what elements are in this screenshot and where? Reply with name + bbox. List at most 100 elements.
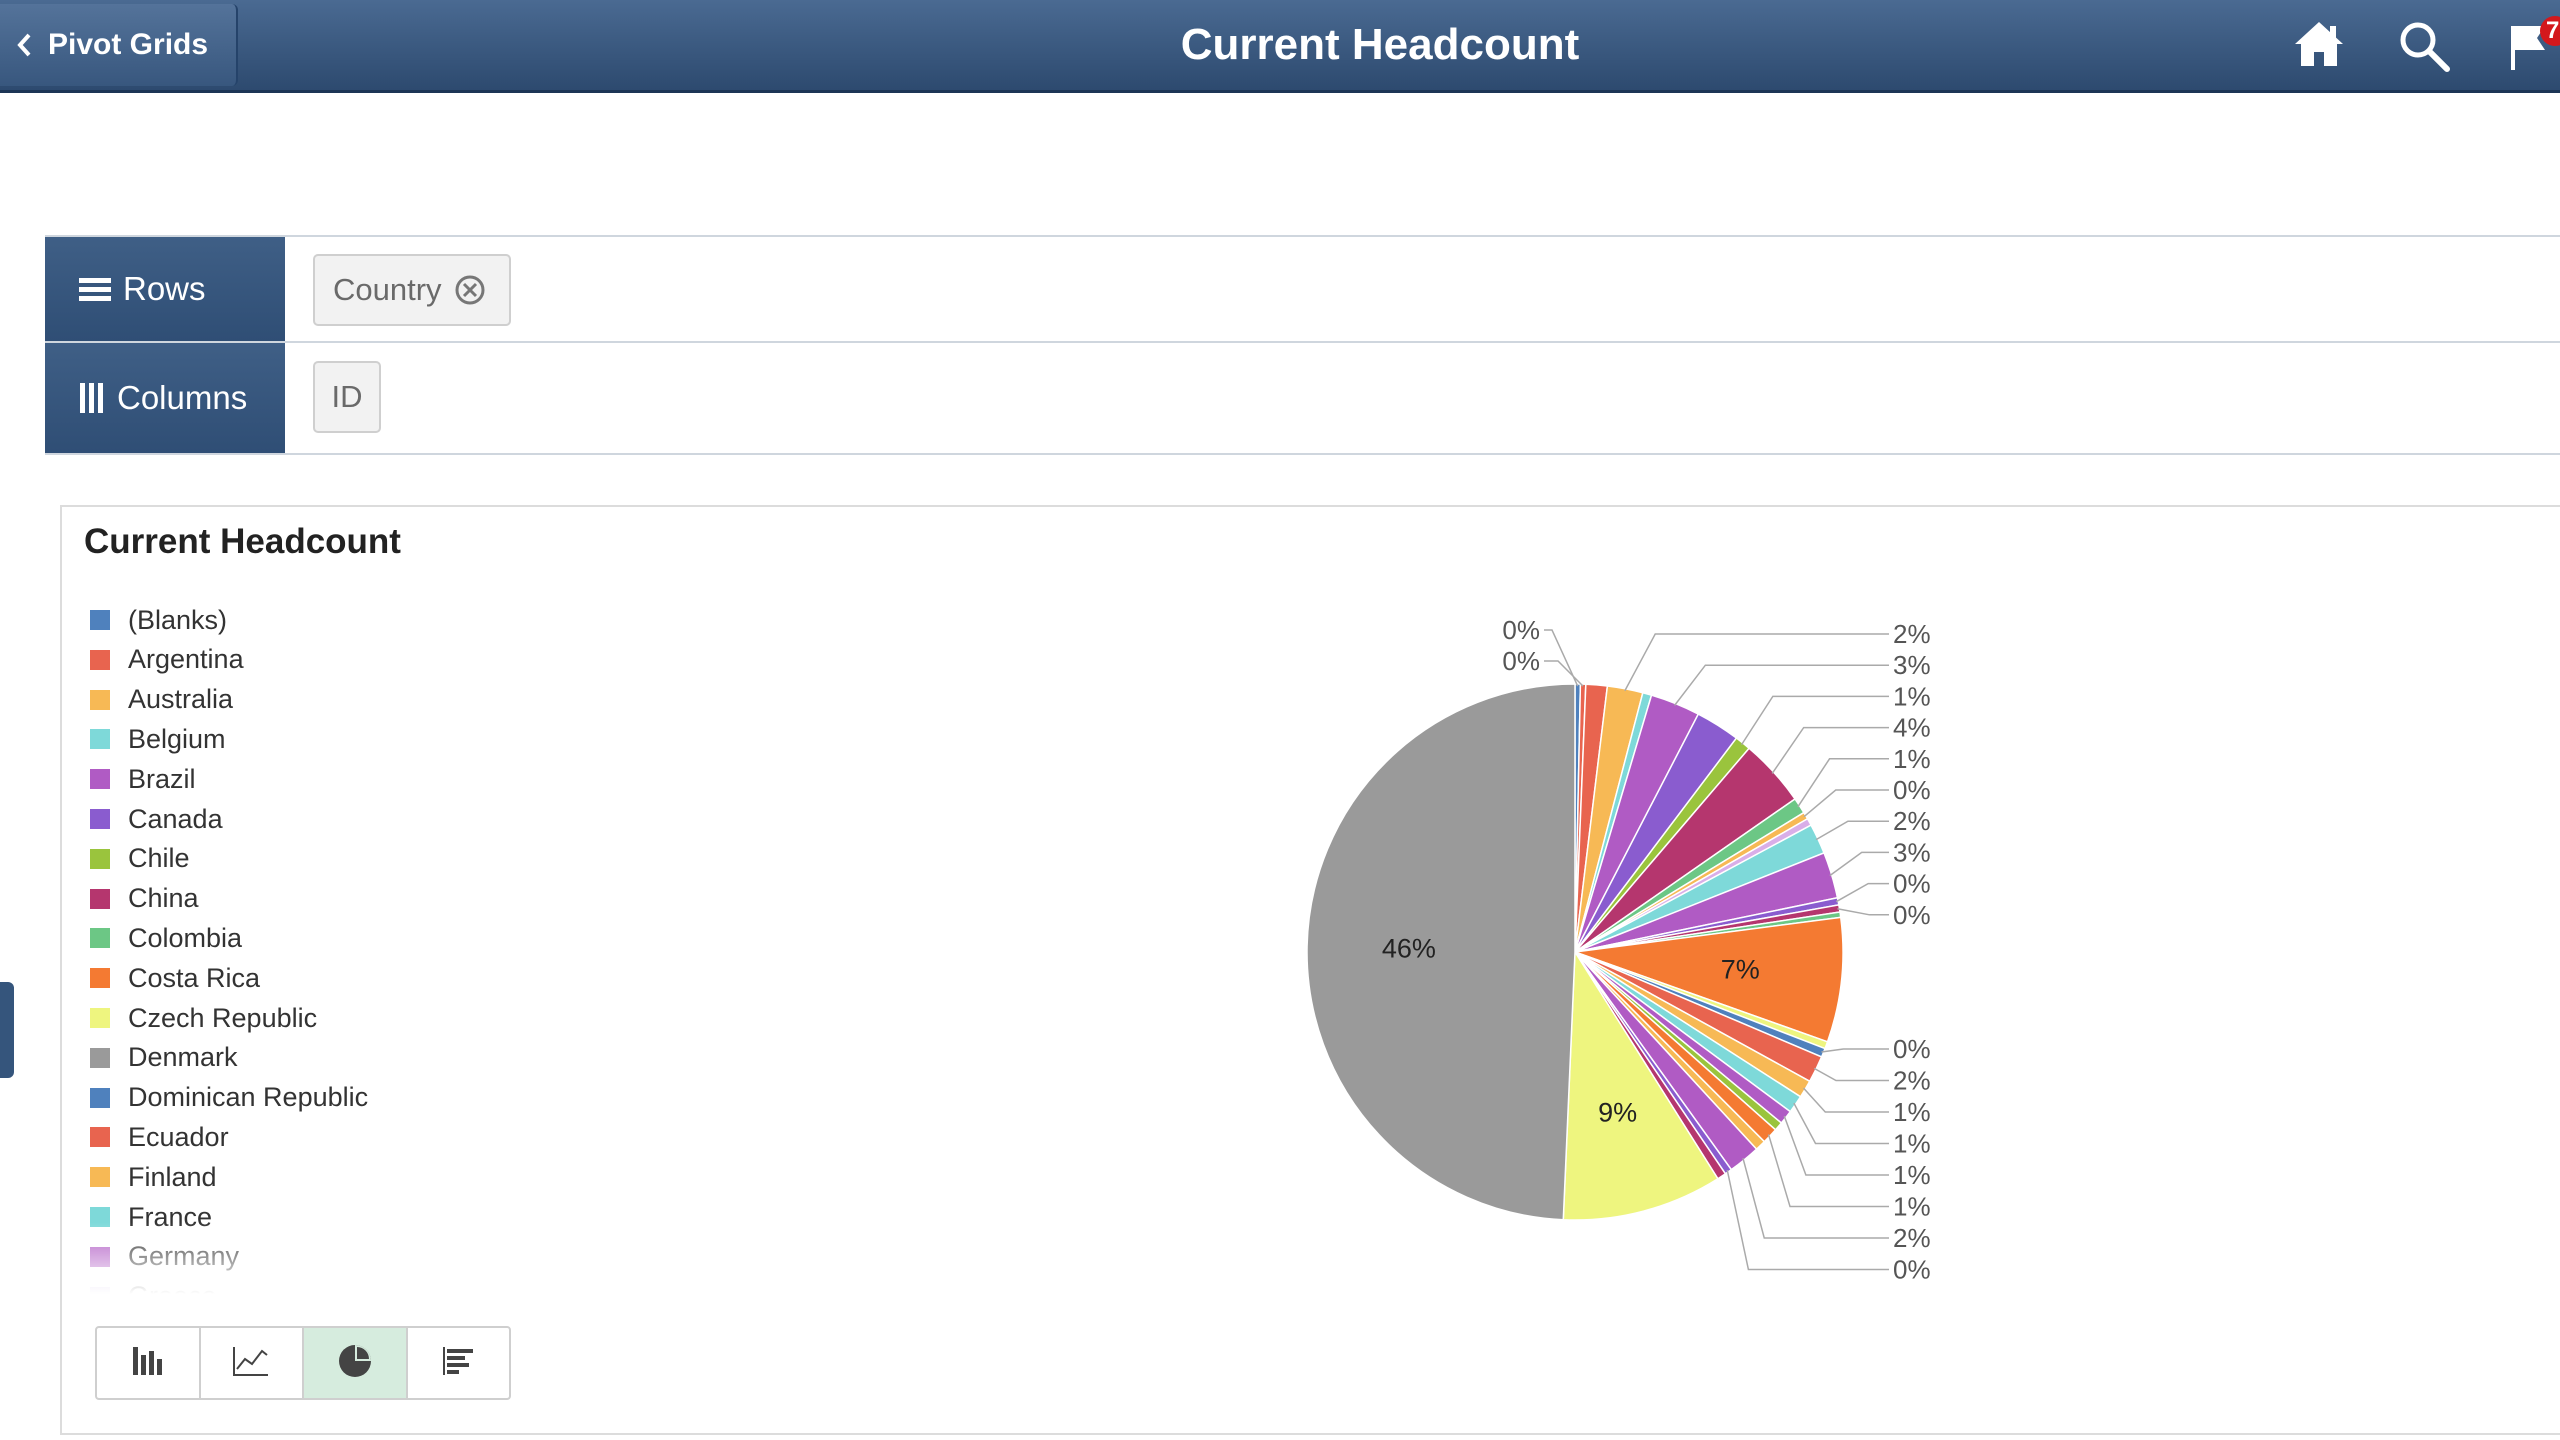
pie-slice[interactable] xyxy=(1306,683,1576,1221)
notification-badge[interactable]: 7 xyxy=(2540,16,2560,46)
legend-label: Costa Rica xyxy=(128,962,261,993)
slice-data-label: 0% xyxy=(1502,646,1540,676)
slice-data-label: 3% xyxy=(1893,650,1931,680)
slice-data-label: 1% xyxy=(1893,744,1931,774)
slice-data-label: 1% xyxy=(1893,1192,1931,1222)
leader-line xyxy=(1803,789,1889,818)
pie-chart-button[interactable] xyxy=(304,1328,408,1398)
legend-swatch xyxy=(90,848,110,869)
legend-label: Czech Republic xyxy=(128,1002,318,1033)
slice-data-label: 2% xyxy=(1893,1223,1931,1253)
chart-type-toolbar xyxy=(95,1326,511,1400)
pie-slice[interactable] xyxy=(1562,949,1719,1221)
legend-item[interactable]: Belgium xyxy=(90,721,226,757)
slice-data-label: 2% xyxy=(1893,619,1931,649)
page-title: Current Headcount xyxy=(1180,20,1580,69)
horizontal-bar-chart-button[interactable] xyxy=(408,1328,510,1398)
legend-label: Canada xyxy=(128,803,223,834)
slice-data-label: 0% xyxy=(1893,775,1931,805)
legend-item[interactable]: Chile xyxy=(90,841,190,877)
top-bar: Pivot Grids Current Headcount 7 xyxy=(0,0,2560,93)
search-icon[interactable] xyxy=(2396,18,2452,79)
legend-label: Dominican Republic xyxy=(128,1082,369,1113)
line-chart-button[interactable] xyxy=(201,1328,304,1398)
leader-line xyxy=(1771,726,1889,774)
legend-swatch xyxy=(90,928,110,949)
id-field-chip[interactable]: ID xyxy=(313,361,381,433)
legend-swatch xyxy=(90,1087,110,1108)
legend-label: Ecuador xyxy=(128,1121,229,1152)
legend-scroll-fade xyxy=(90,1222,490,1307)
slice-data-label: 9% xyxy=(1598,1098,1637,1128)
side-panel-tab[interactable] xyxy=(0,982,14,1078)
legend-item[interactable]: Costa Rica xyxy=(90,960,260,996)
slice-data-label: 1% xyxy=(1893,1097,1931,1127)
legend-item[interactable]: China xyxy=(90,881,199,917)
legend-label: Brazil xyxy=(128,763,196,794)
bar-chart-icon xyxy=(131,1345,165,1382)
remove-field-icon[interactable] xyxy=(454,274,486,306)
leader-line xyxy=(1742,1158,1889,1239)
back-button[interactable]: Pivot Grids xyxy=(0,4,238,86)
back-button-label: Pivot Grids xyxy=(48,28,209,61)
home-icon[interactable] xyxy=(2292,18,2346,75)
legend-item[interactable]: Denmark xyxy=(90,1040,238,1076)
leader-line xyxy=(1783,1115,1889,1176)
legend-swatch xyxy=(90,769,110,790)
slice-data-label: 1% xyxy=(1893,681,1931,711)
pie-slice[interactable] xyxy=(1574,916,1844,1043)
legend-item[interactable]: Canada xyxy=(90,801,223,837)
pie-chart: 7%9%46%0%0%2%3%1%4%1%0%2%3%0%0%0%2%1%1%1… xyxy=(1306,615,1931,1285)
chart-legend: (Blanks) Argentina Australia Belgium Brazil C… xyxy=(90,602,490,1307)
legend-label: Belgium xyxy=(128,723,226,754)
rows-label-box: Rows xyxy=(45,237,285,341)
legend-swatch xyxy=(90,610,110,630)
legend-swatch xyxy=(90,649,110,670)
bar-chart-button[interactable] xyxy=(97,1328,201,1398)
leader-line xyxy=(1544,660,1584,687)
leader-line xyxy=(1740,695,1889,746)
legend-swatch xyxy=(90,968,110,989)
legend-item[interactable]: (Blanks) xyxy=(90,602,227,638)
legend-label: Chile xyxy=(128,843,190,874)
leader-line xyxy=(1835,882,1889,903)
slice-data-label: 0% xyxy=(1893,1255,1931,1285)
legend-item[interactable]: Argentina xyxy=(90,642,244,678)
legend-swatch xyxy=(90,809,110,829)
legend-item[interactable]: Finland xyxy=(90,1159,217,1195)
legend-label: Colombia xyxy=(128,922,243,953)
leader-line xyxy=(1797,758,1889,808)
rows-label: Rows xyxy=(123,270,206,307)
legend-item[interactable]: Colombia xyxy=(90,920,242,956)
columns-drop-zone: Columns ID xyxy=(45,341,2560,455)
leader-line xyxy=(1793,1102,1889,1145)
line-chart-icon xyxy=(232,1345,270,1382)
legend-swatch xyxy=(90,888,110,909)
legend-label: Australia xyxy=(128,684,234,715)
legend-item[interactable]: Ecuador xyxy=(90,1119,229,1155)
slice-data-label: 2% xyxy=(1893,806,1931,836)
legend-label: Denmark xyxy=(128,1042,238,1073)
leader-line xyxy=(1815,820,1889,841)
leader-line xyxy=(1821,1048,1889,1053)
legend-item[interactable]: Dominican Republic xyxy=(90,1080,368,1116)
rows-drop-zone: Rows Country xyxy=(45,235,2560,343)
leader-line xyxy=(1544,629,1579,687)
legend-label: Finland xyxy=(128,1161,217,1192)
notifications-flag-icon[interactable] xyxy=(2505,18,2555,79)
id-chip-label: ID xyxy=(331,379,363,414)
slice-data-label: 4% xyxy=(1893,713,1931,743)
slice-data-label: 0% xyxy=(1893,869,1931,899)
country-field-chip[interactable]: Country xyxy=(313,254,511,326)
legend-item[interactable]: Australia xyxy=(90,682,233,718)
legend-item[interactable]: Czech Republic xyxy=(90,1000,317,1036)
columns-label-box: Columns xyxy=(45,343,285,453)
columns-icon xyxy=(79,383,105,413)
slice-data-label: 46% xyxy=(1382,933,1436,963)
legend-label: Argentina xyxy=(128,644,244,675)
slice-data-label: 0% xyxy=(1502,615,1540,645)
leader-line xyxy=(1674,664,1889,706)
legend-item[interactable]: Brazil xyxy=(90,761,196,797)
leader-line xyxy=(1726,1169,1889,1271)
leader-line xyxy=(1802,1087,1889,1113)
